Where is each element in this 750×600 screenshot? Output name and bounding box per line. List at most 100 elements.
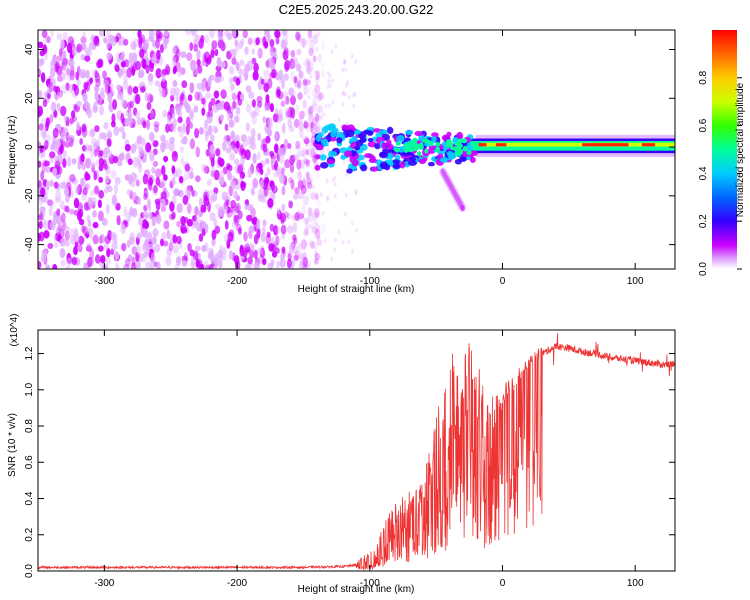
heatmap-cell: [253, 62, 259, 73]
heatmap-cell: [394, 154, 401, 161]
heatmap-cell: [310, 123, 317, 135]
heatmap-cell: [60, 259, 66, 267]
heatmap-cell: [296, 169, 302, 177]
heatmap-cell: [76, 78, 81, 86]
heatmap-cell: [395, 141, 401, 146]
heatmap-cell: [47, 242, 54, 249]
heatmap-cell: [309, 191, 316, 200]
heatmap-cell: [238, 163, 245, 174]
heatmap-cell: [245, 103, 252, 113]
heatmap-cell: [74, 184, 81, 195]
heatmap-cell: [235, 223, 242, 232]
heatmap-cell: [194, 245, 201, 252]
heatmap-cell: [313, 36, 318, 45]
heatmap-cell: [79, 154, 85, 166]
heatmap-cell: [262, 219, 267, 227]
heatmap-cell: [307, 87, 311, 94]
heatmap-cell: [218, 75, 225, 82]
heatmap-cell: [280, 252, 285, 260]
heatmap-cell: [203, 260, 210, 269]
heatmap-cell: [305, 66, 312, 75]
heatmap-cell: [315, 144, 324, 151]
heatmap-cell: [193, 105, 199, 113]
x-tick-label: 100: [627, 276, 644, 287]
heatmap-cell: [103, 121, 109, 130]
heatmap-cell: [172, 118, 177, 128]
heatmap-cell: [223, 206, 229, 214]
heatmap-cell: [130, 143, 137, 154]
heatmap-cell: [454, 141, 461, 147]
heatmap-cell: [94, 89, 99, 101]
x-tick-label: -100: [360, 578, 380, 589]
heatmap-cell: [163, 220, 170, 230]
heatmap-cell: [169, 121, 176, 131]
heatmap-cell: [418, 158, 427, 165]
heatmap-cell: [106, 128, 112, 140]
heatmap-cell: [306, 107, 312, 115]
heatmap-cell: [284, 107, 291, 119]
heatmap-cell: [297, 180, 304, 191]
heatmap-cell: [332, 247, 336, 253]
heatmap-cell: [319, 161, 329, 169]
heatmap-cell: [80, 53, 86, 61]
heatmap-cell: [65, 194, 70, 203]
heatmap-cell: [237, 66, 242, 74]
heatmap-cell: [189, 110, 194, 119]
heatmap-cell: [244, 203, 248, 211]
heatmap-cell: [344, 192, 348, 198]
heatmap-cell: [150, 108, 156, 120]
heatmap-cell: [288, 242, 295, 254]
heatmap-cell: [466, 150, 472, 156]
heatmap-cell: [69, 58, 74, 66]
heatmap-cell: [172, 46, 177, 55]
heatmap-cell: [194, 91, 201, 101]
heatmap-cell: [308, 212, 312, 218]
heatmap-cell: [100, 255, 106, 264]
heatmap-cell: [151, 216, 156, 227]
heatmap-cell: [121, 242, 127, 252]
heatmap-cell: [381, 142, 387, 150]
heatmap-cell: [257, 133, 262, 141]
heatmap-cell: [160, 179, 166, 190]
heatmap-cell: [274, 130, 279, 142]
heatmap-cell: [231, 57, 237, 65]
heatmap-cell: [148, 185, 153, 192]
heatmap-cell: [195, 146, 201, 158]
heatmap-cell: [170, 107, 175, 116]
heatmap-cell: [317, 104, 323, 114]
heatmap-cell: [52, 263, 58, 269]
heatmap-cell: [314, 113, 320, 122]
heatmap-cell: [68, 68, 75, 77]
heatmap-cell: [262, 116, 267, 123]
heatmap-cell: [328, 73, 332, 79]
heatmap-cell: [197, 209, 202, 217]
heatmap-cell: [186, 218, 194, 227]
heatmap-cell: [278, 174, 286, 184]
heatmap-cell: [286, 258, 292, 269]
heatmap-cell: [55, 234, 61, 242]
heatmap-cell: [311, 221, 317, 230]
heatmap-cell: [239, 171, 246, 180]
heatmap-cell: [100, 87, 105, 95]
heatmap-cell: [84, 99, 89, 109]
heatmap-cell: [247, 203, 254, 212]
heatmap-cell: [152, 140, 159, 148]
heatmap-cell: [276, 226, 282, 234]
heatmap-cell: [106, 247, 111, 258]
heatmap-cell: [129, 65, 135, 74]
heatmap-cell: [334, 43, 338, 49]
heatmap-cell: [343, 60, 347, 66]
heatmap-cell: [106, 257, 111, 266]
heatmap-cell: [303, 90, 307, 96]
heatmap-cell: [38, 180, 42, 188]
heatmap-cell: [222, 246, 227, 255]
heatmap-cell: [270, 158, 276, 165]
heatmap-cell: [246, 214, 253, 222]
heatmap-cell: [297, 191, 304, 200]
heatmap-cell: [281, 185, 286, 196]
x-tick-label: -300: [94, 578, 114, 589]
heatmap-cell: [313, 69, 317, 75]
heatmap-cell: [182, 135, 188, 145]
heatmap-cell: [333, 181, 337, 187]
heatmap-cell: [407, 147, 414, 153]
